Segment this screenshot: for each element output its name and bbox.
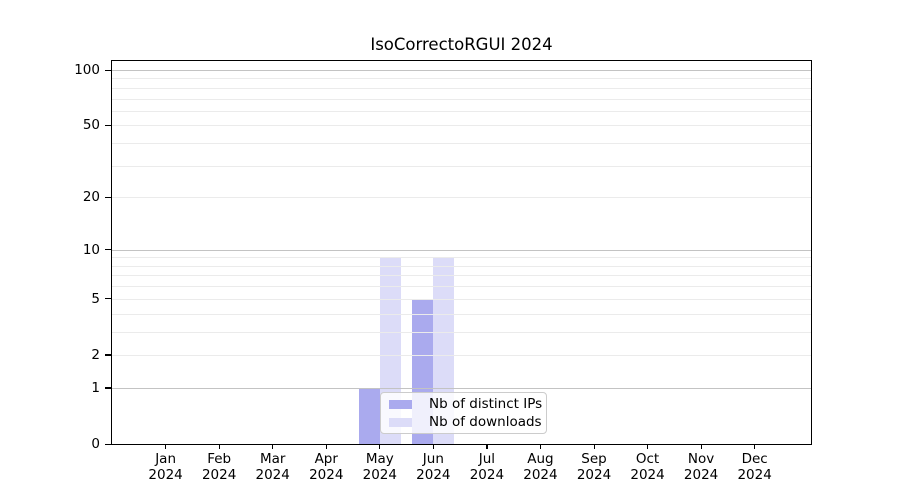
- x-tick-label-apr: Apr 2024: [309, 451, 344, 483]
- legend-item-distinct-ips: Nb of distinct IPs: [387, 395, 543, 413]
- x-tick-oct: [647, 444, 649, 449]
- x-tick-label-nov: Nov 2024: [683, 451, 719, 483]
- gridline-minor-6: [112, 286, 811, 288]
- y-tick-label-20: 20: [82, 189, 100, 206]
- x-tick-label-may: May 2024: [362, 451, 397, 483]
- y-tick-label-1: 1: [91, 379, 100, 396]
- gridline-minor-2: [112, 354, 811, 356]
- x-tick-nov: [700, 444, 702, 449]
- y-tick-50: [105, 124, 111, 127]
- gridline-minor-3: [112, 331, 811, 333]
- x-tick-mar: [272, 444, 274, 449]
- gridline-minor-20: [112, 197, 811, 199]
- gridline-minor-9: [112, 257, 811, 259]
- x-tick-label-oct: Oct 2024: [630, 451, 665, 483]
- chart-title: IsoCorrectoRGUI 2024: [370, 35, 553, 54]
- gridline-minor-5: [112, 298, 811, 300]
- legend-label-distinct-ips: Nb of distinct IPs: [429, 396, 543, 412]
- gridline-minor-50: [112, 125, 811, 127]
- gridline-minor-30: [112, 165, 811, 167]
- legend-swatch-downloads: [389, 417, 412, 427]
- y-tick-label-10: 10: [82, 241, 100, 258]
- gridline-major-100: [112, 70, 811, 71]
- bar-distinct-ips-may: [358, 387, 380, 444]
- x-tick-jun: [432, 444, 435, 449]
- gridline-minor-8: [112, 265, 811, 267]
- y-tick-5: [105, 298, 111, 300]
- x-tick-aug: [539, 444, 542, 449]
- legend-label-downloads: Nb of downloads: [429, 414, 542, 430]
- x-tick-label-jun: Jun 2024: [416, 451, 451, 483]
- gridline-minor-4: [112, 313, 811, 315]
- x-tick-apr: [325, 444, 327, 449]
- x-tick-label-dec: Dec 2024: [737, 451, 772, 483]
- plot-area: [111, 60, 812, 445]
- gridline-minor-70: [112, 98, 811, 100]
- legend: Nb of distinct IPs Nb of downloads: [380, 392, 547, 434]
- x-tick-dec: [754, 444, 756, 449]
- y-tick-label-100: 100: [74, 62, 100, 78]
- legend-swatch-distinct-ips: [389, 399, 412, 409]
- x-tick-label-jul: Jul 2024: [469, 451, 505, 483]
- x-tick-sep: [593, 444, 595, 449]
- gridline-minor-60: [112, 110, 811, 112]
- gridline-minor-7: [112, 275, 811, 277]
- x-tick-may: [379, 444, 381, 449]
- y-tick-20: [105, 196, 111, 198]
- y-tick-100: [105, 69, 111, 71]
- x-tick-jan: [165, 444, 167, 449]
- gridline-minor-90: [112, 78, 811, 80]
- gridline-minor-80: [112, 87, 811, 89]
- gridline-minor-40: [112, 143, 811, 145]
- x-tick-jul: [486, 444, 488, 449]
- y-tick-label-2: 2: [91, 346, 100, 363]
- gridline-major-10: [112, 249, 811, 251]
- y-tick-1: [105, 387, 111, 389]
- x-tick-label-aug: Aug 2024: [523, 451, 558, 483]
- y-tick-label-5: 5: [91, 290, 100, 307]
- y-tick-label-50: 50: [82, 117, 100, 134]
- x-tick-label-jan: Jan 2024: [148, 451, 183, 483]
- y-tick-0: [105, 443, 111, 445]
- x-tick-feb: [218, 444, 220, 449]
- x-tick-label-sep: Sep 2024: [576, 451, 612, 483]
- gridline-major-1: [112, 387, 811, 389]
- x-tick-label-feb: Feb 2024: [201, 451, 237, 483]
- x-tick-label-mar: Mar 2024: [255, 451, 290, 483]
- y-tick-2: [105, 354, 111, 356]
- y-tick-label-0: 0: [91, 436, 100, 452]
- legend-item-downloads: Nb of downloads: [387, 413, 542, 431]
- y-tick-10: [105, 249, 111, 251]
